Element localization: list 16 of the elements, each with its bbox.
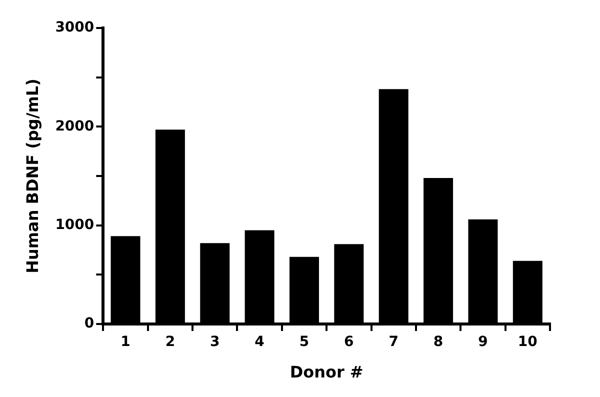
x-tick-label: 4: [254, 334, 265, 350]
x-tick-label: 5: [299, 334, 310, 350]
x-tick-label: 6: [344, 334, 354, 350]
y-tick-label: 2000: [55, 118, 94, 134]
x-tick-label: 7: [388, 334, 398, 350]
y-axis-title: Human BDNF (pg/mL): [22, 78, 42, 274]
x-axis-title: Donor #: [290, 362, 364, 382]
x-tick-label: 2: [165, 334, 176, 350]
x-tick-label: 8: [433, 334, 444, 350]
x-tick-label: 9: [478, 334, 488, 350]
y-tick-label: 1000: [55, 216, 94, 233]
y-tick-label: 0: [84, 316, 94, 332]
x-tick-label: 3: [210, 334, 220, 350]
x-tick-label: 1: [120, 334, 130, 350]
x-tick-label: 10: [518, 334, 538, 350]
y-tick-label: 3000: [55, 20, 94, 36]
